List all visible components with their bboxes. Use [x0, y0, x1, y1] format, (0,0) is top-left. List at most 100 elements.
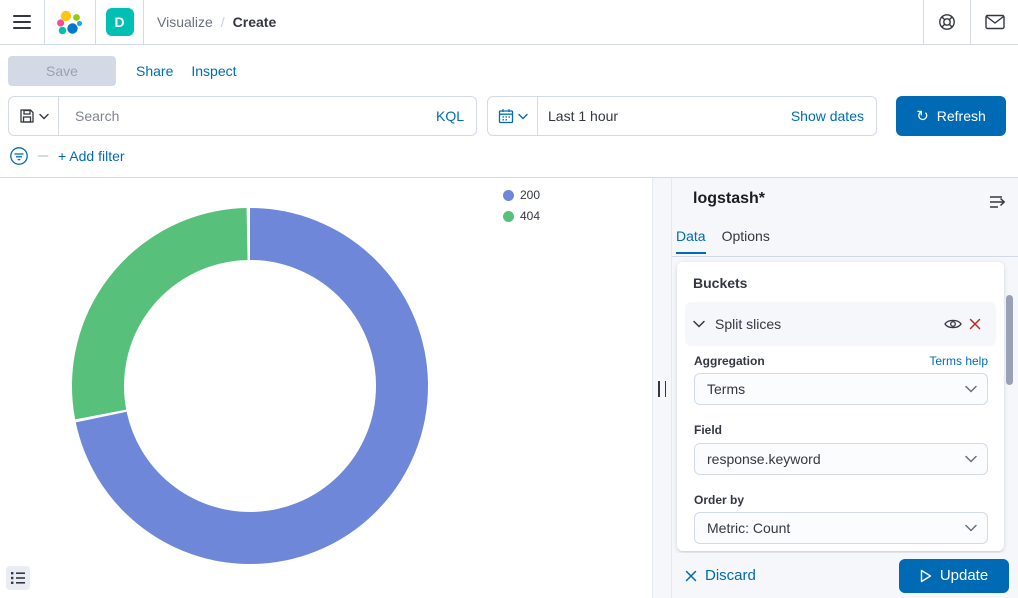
- time-range-value[interactable]: Last 1 hour: [548, 108, 619, 124]
- field-label: Field: [694, 423, 723, 437]
- envelope-icon: [984, 14, 1005, 30]
- inspect-button[interactable]: Inspect: [191, 63, 237, 79]
- chart-legend: 200 404: [503, 188, 540, 223]
- legend-item-404[interactable]: 404: [503, 209, 540, 223]
- split-slices-accordion[interactable]: Split slices: [685, 302, 996, 346]
- panel-scrollbar[interactable]: [1006, 295, 1013, 385]
- filter-options-button[interactable]: [8, 145, 30, 167]
- chevron-down-icon: [965, 455, 977, 463]
- breadcrumb-visualize[interactable]: Visualize: [157, 14, 213, 30]
- legend-item-200[interactable]: 200: [503, 188, 540, 202]
- breadcrumb: Visualize / Create: [144, 0, 276, 44]
- tab-options[interactable]: Options: [721, 228, 770, 244]
- save-query-icon: [19, 109, 34, 123]
- play-icon: [920, 569, 932, 582]
- top-navigation-bar: D Visualize / Create: [0, 0, 1018, 45]
- query-bar: KQL Last 1 hour Show dates ↻ Refresh: [8, 96, 1006, 136]
- update-label: Update: [939, 567, 989, 584]
- order-by-value: Metric: Count: [707, 520, 791, 536]
- chevron-down-icon: [965, 524, 977, 532]
- donut-slice-200[interactable]: [72, 208, 428, 564]
- date-quick-menu-button[interactable]: [488, 97, 538, 135]
- visualize-toolbar: Save Share Inspect: [8, 56, 255, 86]
- list-icon: [11, 572, 25, 584]
- discard-button[interactable]: Discard: [685, 567, 756, 584]
- breadcrumb-separator: /: [220, 14, 225, 30]
- discard-label: Discard: [705, 567, 756, 584]
- divider: [923, 0, 924, 44]
- share-button[interactable]: Share: [136, 63, 174, 79]
- panel-resizer[interactable]: [652, 178, 672, 598]
- legend-label: 404: [520, 209, 541, 223]
- date-picker-group: Last 1 hour Show dates: [487, 96, 877, 136]
- search-bar-group: KQL: [8, 96, 477, 136]
- legend-label: 200: [520, 188, 541, 202]
- donut-slice-404[interactable]: [72, 207, 428, 564]
- legend-toggle-button[interactable]: [6, 566, 30, 590]
- chevron-down-icon: [38, 113, 49, 119]
- space-menu[interactable]: D: [96, 0, 143, 44]
- help-button[interactable]: [924, 0, 970, 44]
- divider: [0, 177, 1018, 178]
- saved-query-menu-button[interactable]: [9, 97, 59, 135]
- editor-tabs: Data Options: [676, 228, 770, 254]
- field-field-head: Field: [694, 423, 988, 437]
- collapse-panel-button[interactable]: [986, 190, 1010, 214]
- index-pattern-title: logstash*: [693, 190, 766, 207]
- bucket-type-label: Split slices: [715, 316, 782, 332]
- elastic-logo-icon: [57, 10, 83, 34]
- refresh-icon: ↻: [916, 107, 929, 125]
- menu-right-icon: [990, 196, 1006, 208]
- remove-bucket-button[interactable]: [964, 313, 986, 335]
- aggregation-label: Aggregation: [694, 354, 765, 368]
- legend-dot: [503, 210, 514, 222]
- hamburger-icon: [13, 15, 31, 29]
- terms-help-link[interactable]: Terms help: [929, 354, 988, 368]
- save-button[interactable]: Save: [8, 56, 116, 86]
- help-icon: [939, 14, 955, 30]
- refresh-button[interactable]: ↻ Refresh: [896, 96, 1006, 136]
- order-by-field-head: Order by: [694, 493, 988, 507]
- divider: [672, 256, 1018, 257]
- editor-footer: Discard Update: [672, 553, 1018, 598]
- menu-button[interactable]: [0, 0, 44, 44]
- divider: [95, 0, 96, 44]
- filter-bar: + Add filter: [8, 144, 125, 168]
- buckets-heading: Buckets: [693, 275, 748, 291]
- aggregation-field-head: Aggregation Terms help: [694, 354, 988, 368]
- legend-dot: [503, 189, 514, 201]
- calendar-icon: [498, 109, 513, 124]
- toggle-visibility-button[interactable]: [942, 313, 964, 335]
- eye-icon: [944, 319, 962, 329]
- field-value: response.keyword: [707, 451, 821, 467]
- close-icon: [685, 570, 697, 581]
- filter-icon: [10, 147, 28, 165]
- newsfeed-button[interactable]: [971, 0, 1018, 44]
- close-icon: [969, 318, 981, 330]
- aggregation-select[interactable]: Terms: [694, 373, 988, 405]
- query-language-button[interactable]: KQL: [435, 108, 464, 124]
- resizer-handle-icon: [658, 381, 666, 397]
- divider: [44, 0, 45, 44]
- chevron-down-icon: [517, 113, 528, 119]
- search-input[interactable]: [59, 97, 436, 135]
- donut-chart[interactable]: [70, 206, 430, 566]
- elastic-logo[interactable]: [45, 0, 95, 44]
- visualization-editor-panel: logstash* Data Options Buckets Split sli…: [672, 178, 1018, 598]
- breadcrumb-create: Create: [232, 14, 277, 30]
- add-filter-button[interactable]: + Add filter: [58, 148, 125, 164]
- order-by-label: Order by: [694, 493, 745, 507]
- space-badge: D: [105, 8, 134, 36]
- field-select[interactable]: response.keyword: [694, 443, 988, 475]
- divider: [970, 0, 971, 44]
- aggregation-value: Terms: [707, 381, 746, 397]
- refresh-label: Refresh: [936, 108, 986, 124]
- update-button[interactable]: Update: [899, 558, 1009, 593]
- buckets-card: Buckets Split slices Aggregation: [677, 262, 1004, 551]
- tab-data[interactable]: Data: [676, 228, 706, 254]
- chevron-down-icon: [693, 320, 705, 328]
- filter-dash: [38, 155, 48, 157]
- order-by-select[interactable]: Metric: Count: [694, 512, 988, 544]
- show-dates-button[interactable]: Show dates: [790, 108, 864, 124]
